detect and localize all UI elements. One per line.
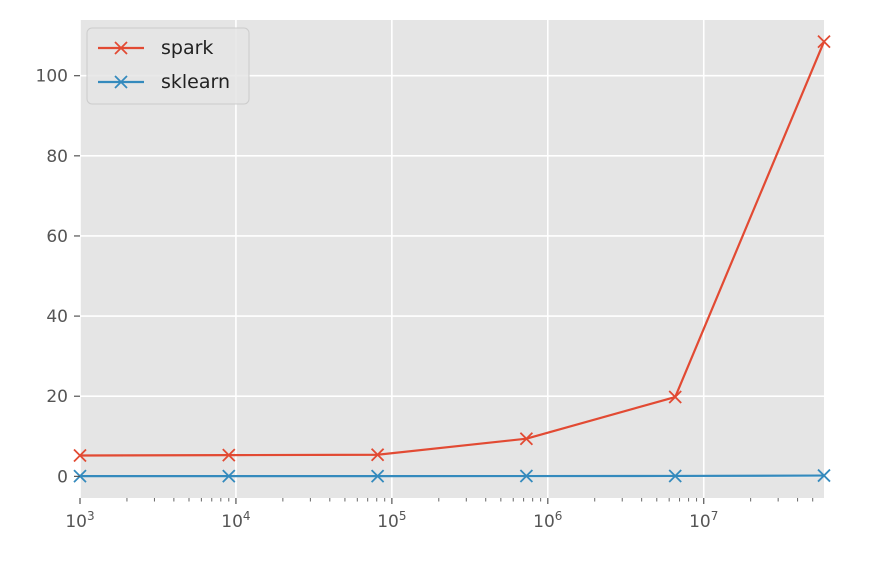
point-marker-stroke (519, 469, 534, 483)
legend-label: sklearn (161, 71, 230, 93)
series-spark (73, 34, 831, 463)
point-marker-stroke (222, 448, 236, 462)
data-point (668, 469, 682, 483)
point-marker-stroke (817, 34, 831, 49)
series-sklearn (73, 468, 831, 483)
y-tick-label: 0 (57, 467, 68, 487)
point-marker-stroke (668, 390, 682, 404)
point-marker-stroke (370, 469, 385, 483)
data-point (519, 469, 534, 483)
legend-marker (114, 41, 128, 55)
data-point (222, 448, 236, 462)
point-marker-stroke (519, 432, 534, 446)
series-line (79, 41, 826, 457)
x-tick-label: 103 (65, 509, 94, 532)
y-tick-label: 60 (46, 227, 68, 247)
y-axis: 0 20 40 60 80 100 (36, 67, 80, 487)
legend: spark sklearn (86, 27, 250, 105)
data-point (73, 448, 87, 463)
point-marker-stroke (222, 469, 236, 483)
point-marker-stroke (370, 448, 385, 462)
x-minor-ticks (126, 498, 814, 502)
legend-marker (114, 75, 128, 89)
series-line (80, 474, 825, 478)
x-axis: 103 104 105 106 107 (65, 498, 718, 532)
point-marker-stroke (668, 469, 682, 483)
series-layer (73, 34, 831, 483)
y-tick-label: 80 (46, 147, 68, 167)
legend-label: spark (161, 37, 213, 59)
x-tick-label: 104 (221, 509, 250, 532)
y-tick-label: 20 (46, 387, 68, 407)
data-point (668, 390, 682, 404)
legend-item-spark: spark (98, 37, 213, 59)
legend-item-sklearn: sklearn (98, 71, 230, 93)
y-tick-label: 100 (36, 67, 68, 87)
point-marker-stroke (73, 448, 87, 463)
x-tick-label: 107 (689, 509, 718, 532)
data-point (817, 468, 831, 483)
data-point (519, 432, 534, 446)
data-point (222, 469, 236, 483)
data-point (370, 448, 385, 462)
point-marker-stroke (817, 468, 831, 483)
y-tick-label: 40 (46, 307, 68, 327)
x-tick-label: 105 (377, 509, 406, 532)
data-point (817, 34, 831, 49)
x-tick-label: 106 (533, 509, 562, 532)
data-point (370, 469, 385, 483)
